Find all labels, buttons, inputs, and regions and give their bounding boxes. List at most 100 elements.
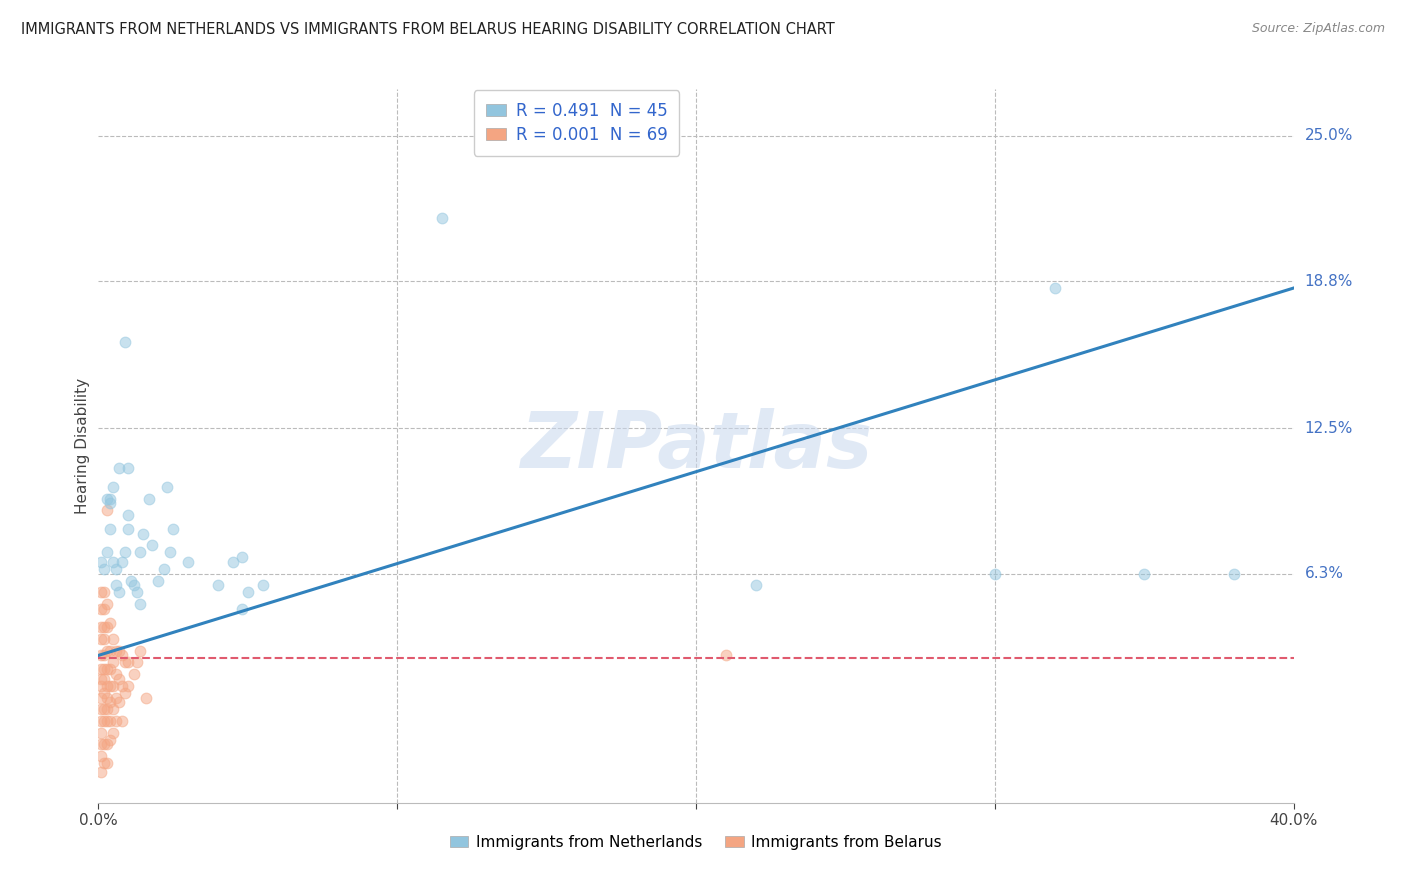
Point [236,585,259,599]
Point [90,555,112,569]
Point [103,480,125,494]
Point [96,714,118,728]
Text: 18.8%: 18.8% [1305,274,1353,288]
Point [105,562,128,576]
Point [90,662,112,676]
Point [90,601,112,615]
Point [96,503,118,517]
Point [114,686,136,700]
Point [105,690,128,705]
Point [231,601,253,615]
Point [129,545,152,559]
Point [207,578,229,592]
Point [108,672,131,686]
Point [127,585,149,599]
Point [98,732,122,747]
Point [252,578,274,592]
Point [103,679,125,693]
Point [114,656,136,670]
Text: 25.0%: 25.0% [1305,128,1353,144]
Point [105,644,128,658]
Point [96,679,118,693]
Point [98,615,122,630]
Point [117,461,139,475]
Point [129,644,152,658]
Point [111,555,134,569]
Point [222,555,245,569]
Point [745,578,768,592]
Point [93,702,115,716]
Point [90,690,112,705]
Point [124,578,146,592]
Text: Source: ZipAtlas.com: Source: ZipAtlas.com [1251,22,1385,36]
Point [96,491,118,506]
Point [90,620,112,634]
Point [93,648,115,663]
Point [117,522,139,536]
Point [105,578,128,592]
Text: 12.5%: 12.5% [1305,421,1353,436]
Point [111,714,134,728]
Point [111,648,134,663]
Point [120,574,142,588]
Point [117,679,139,693]
Point [153,562,176,576]
Point [93,662,115,676]
Point [105,667,128,681]
Point [108,644,131,658]
Point [127,656,149,670]
Point [98,714,122,728]
Point [90,679,112,693]
Point [90,585,112,599]
Point [90,737,112,751]
Point [96,662,118,676]
Point [103,632,125,646]
Point [177,555,200,569]
Point [90,714,112,728]
Point [138,491,160,506]
Point [98,522,122,536]
Point [96,545,118,559]
Point [103,656,125,670]
Point [162,522,184,536]
Point [984,566,1007,581]
Point [96,737,118,751]
Point [117,656,139,670]
Point [114,545,136,559]
Point [93,737,115,751]
Point [114,334,136,349]
Point [156,480,179,494]
Point [1133,566,1156,581]
Point [105,714,128,728]
Point [1043,281,1066,295]
Point [714,648,737,663]
Point [108,695,131,709]
Point [111,679,134,693]
Point [231,550,253,565]
Point [93,756,115,770]
Point [96,620,118,634]
Point [1223,566,1246,581]
Point [108,585,131,599]
Point [98,695,122,709]
Point [148,574,170,588]
Point [124,667,146,681]
Point [132,526,155,541]
Point [141,538,163,552]
Point [90,632,112,646]
Point [135,690,157,705]
Point [96,690,118,705]
Text: IMMIGRANTS FROM NETHERLANDS VS IMMIGRANTS FROM BELARUS HEARING DISABILITY CORREL: IMMIGRANTS FROM NETHERLANDS VS IMMIGRANT… [21,22,835,37]
Point [93,585,115,599]
Point [129,597,152,611]
Point [93,562,115,576]
Point [93,601,115,615]
Point [90,702,112,716]
Point [93,672,115,686]
Point [159,545,181,559]
Point [117,508,139,522]
Point [90,672,112,686]
Point [93,632,115,646]
Point [103,725,125,739]
Point [98,644,122,658]
